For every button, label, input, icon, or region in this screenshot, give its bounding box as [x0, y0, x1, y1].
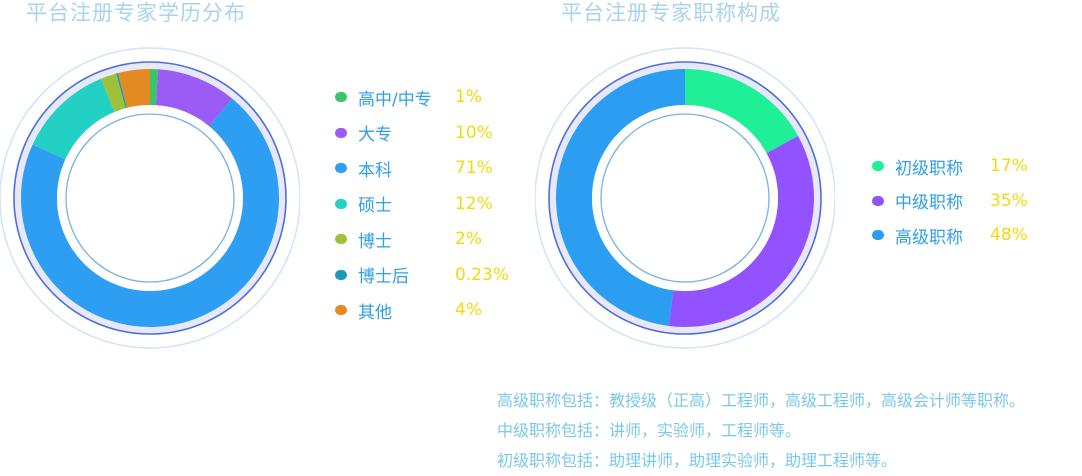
- title-legend-swatch: [872, 161, 884, 171]
- note-junior: 初级职称包括：助理讲师，助理实验师，助理工程师等。: [497, 451, 898, 470]
- education-legend-swatch: [335, 234, 347, 244]
- education-slice-6: [117, 69, 150, 108]
- note-senior: 高级职称包括：教授级（正高）工程师，高级工程师，高级会计师等职称。: [497, 391, 1026, 410]
- education-legend-item[interactable]: 博士 2%: [335, 228, 482, 252]
- title-notes: 高级职称包括：教授级（正高）工程师，高级工程师，高级会计师等职称。 中级职称包括…: [497, 386, 1025, 476]
- education-legend-swatch: [335, 198, 347, 209]
- title-legend-item[interactable]: 初级职称 17%: [872, 155, 1028, 179]
- title-legend-label: 中级职称: [895, 193, 963, 213]
- education-legend-label: 其他: [358, 302, 392, 323]
- education-legend-label: 高中/中专: [358, 89, 432, 110]
- education-legend-label: 本科: [358, 160, 392, 181]
- education-legend-value: 12%: [455, 193, 493, 214]
- education-legend-item[interactable]: 大专 10%: [335, 122, 493, 145]
- title-legend-item[interactable]: 中级职称 35%: [872, 190, 1028, 213]
- title-slice-2: [556, 69, 685, 326]
- education-donut-chart: [0, 47, 300, 349]
- education-slice-4: [100, 73, 126, 113]
- education-slice-1: [155, 69, 233, 127]
- title-inner-ring: [600, 113, 770, 283]
- education-slice-3: [32, 78, 115, 160]
- education-legend-item[interactable]: 本科 71%: [335, 157, 493, 181]
- education-slice-0: [150, 69, 159, 106]
- education-chart-title: 平台注册专家学历分布: [26, 1, 246, 25]
- education-legend-value: 2%: [455, 229, 482, 249]
- title-legend-value: 35%: [990, 190, 1028, 211]
- education-legend-item[interactable]: 硕士 12%: [335, 193, 493, 216]
- education-legend-swatch: [335, 92, 347, 102]
- education-legend-label: 硕士: [358, 196, 392, 216]
- education-legend-swatch: [335, 163, 347, 173]
- education-legend-value: 0.23%: [455, 264, 510, 285]
- education-outer-halo-ring: [0, 47, 300, 349]
- education-slice-2: [20, 98, 279, 327]
- education-legend-value: 1%: [455, 87, 482, 107]
- title-slice-0: [685, 69, 799, 154]
- title-legend-swatch: [872, 230, 884, 240]
- note-intermediate: 中级职称包括：讲师，实验师，工程师等。: [497, 421, 802, 440]
- education-slice-5: [116, 73, 127, 109]
- title-legend-item[interactable]: 高级职称 48%: [872, 224, 1028, 248]
- education-legend-label: 大专: [358, 125, 392, 145]
- education-legend-label: 博士后: [358, 267, 409, 287]
- title-chart-title: 平台注册专家职称构成: [561, 1, 781, 25]
- title-legend-label: 高级职称: [895, 227, 963, 248]
- education-legend-value: 71%: [455, 158, 493, 178]
- education-legend-item[interactable]: 其他 4%: [335, 299, 482, 323]
- title-legend-label: 初级职称: [895, 158, 963, 179]
- title-slice-1: [668, 135, 814, 327]
- education-legend-item[interactable]: 高中/中专 1%: [335, 86, 482, 110]
- title-outer-halo-ring: [535, 47, 835, 349]
- education-legend-item[interactable]: 博士后 0.23%: [335, 264, 509, 287]
- education-legend-label: 博士: [358, 231, 392, 252]
- title-inner-hole: [592, 105, 778, 291]
- education-legend-value: 10%: [455, 122, 493, 143]
- education-legend-swatch: [335, 127, 347, 138]
- education-legend-swatch: [335, 269, 347, 280]
- title-legend-value: 48%: [990, 225, 1028, 245]
- education-legend-value: 4%: [455, 300, 482, 320]
- education-outer-ring: [13, 61, 287, 335]
- education-legend-swatch: [335, 305, 347, 315]
- title-legend-value: 17%: [990, 156, 1028, 176]
- education-inner-hole: [57, 105, 243, 291]
- title-legend-swatch: [872, 195, 884, 206]
- title-donut-chart: [535, 47, 835, 349]
- education-inner-ring: [65, 113, 235, 283]
- title-outer-ring: [548, 61, 822, 335]
